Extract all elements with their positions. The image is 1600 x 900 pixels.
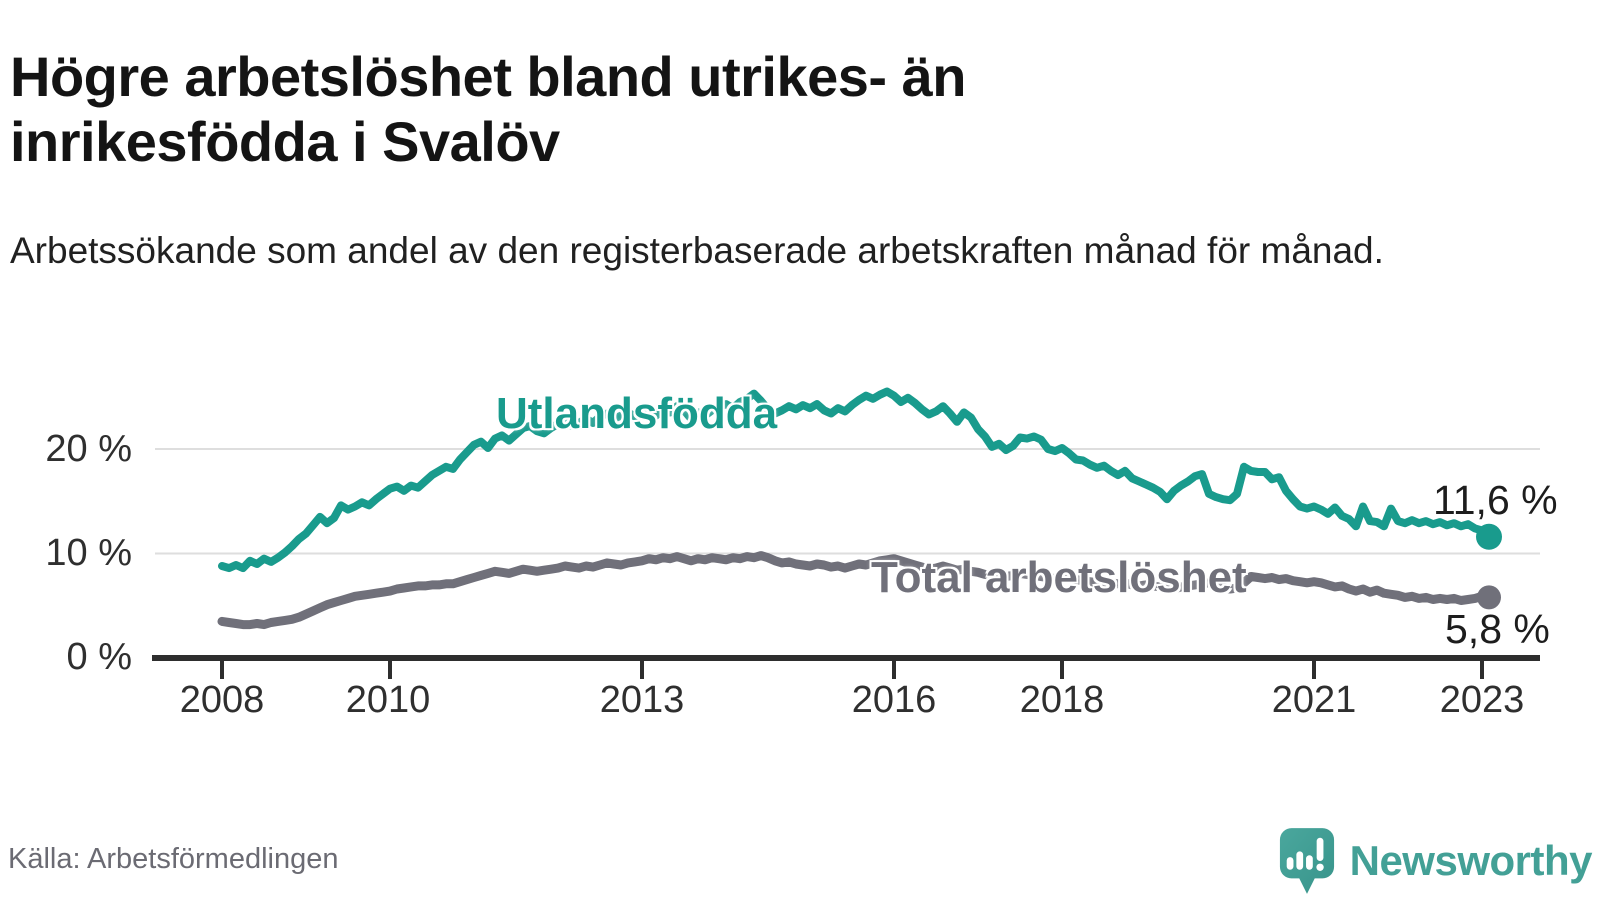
series-end-dot-1: [1477, 585, 1501, 610]
x-tick-label-2023: 2023: [1439, 679, 1525, 721]
series-label-total-arbetsloshet: Total arbetslöshet: [871, 553, 1247, 602]
series-line-1: [217, 551, 1494, 630]
source-credit: Källa: Arbetsförmedlingen: [8, 843, 339, 875]
brand-logo: Newsworthy: [1278, 826, 1593, 896]
page-title: Högre arbetslöshet bland utrikes- än inr…: [10, 44, 966, 174]
brand-name: Newsworthy: [1349, 837, 1593, 884]
x-tick-label-2013: 2013: [599, 679, 685, 721]
y-tick-label-10: 10 %: [45, 532, 132, 574]
end-value-label-utlandsfodda: 11,6 %: [1433, 477, 1558, 523]
series-line-0: [218, 387, 1493, 573]
newsworthy-speech-bubble-barchart-icon: [1279, 828, 1334, 894]
y-tick-label-20: 20 %: [45, 428, 132, 470]
chart-subtitle: Arbetssökande som andel av den registerb…: [10, 230, 1384, 271]
x-tick-label-2010: 2010: [345, 679, 431, 721]
y-tick-label-0: 0 %: [66, 636, 132, 678]
x-tick-label-2018: 2018: [1019, 679, 1105, 721]
x-tick-label-2008: 2008: [179, 679, 265, 721]
x-tick-label-2016: 2016: [851, 679, 937, 721]
series-label-utlandsfodda: Utlandsfödda: [496, 389, 778, 438]
end-value-label-total: 5,8 %: [1445, 606, 1550, 652]
series-end-dot-0: [1476, 523, 1502, 550]
x-tick-label-2021: 2021: [1271, 679, 1357, 721]
